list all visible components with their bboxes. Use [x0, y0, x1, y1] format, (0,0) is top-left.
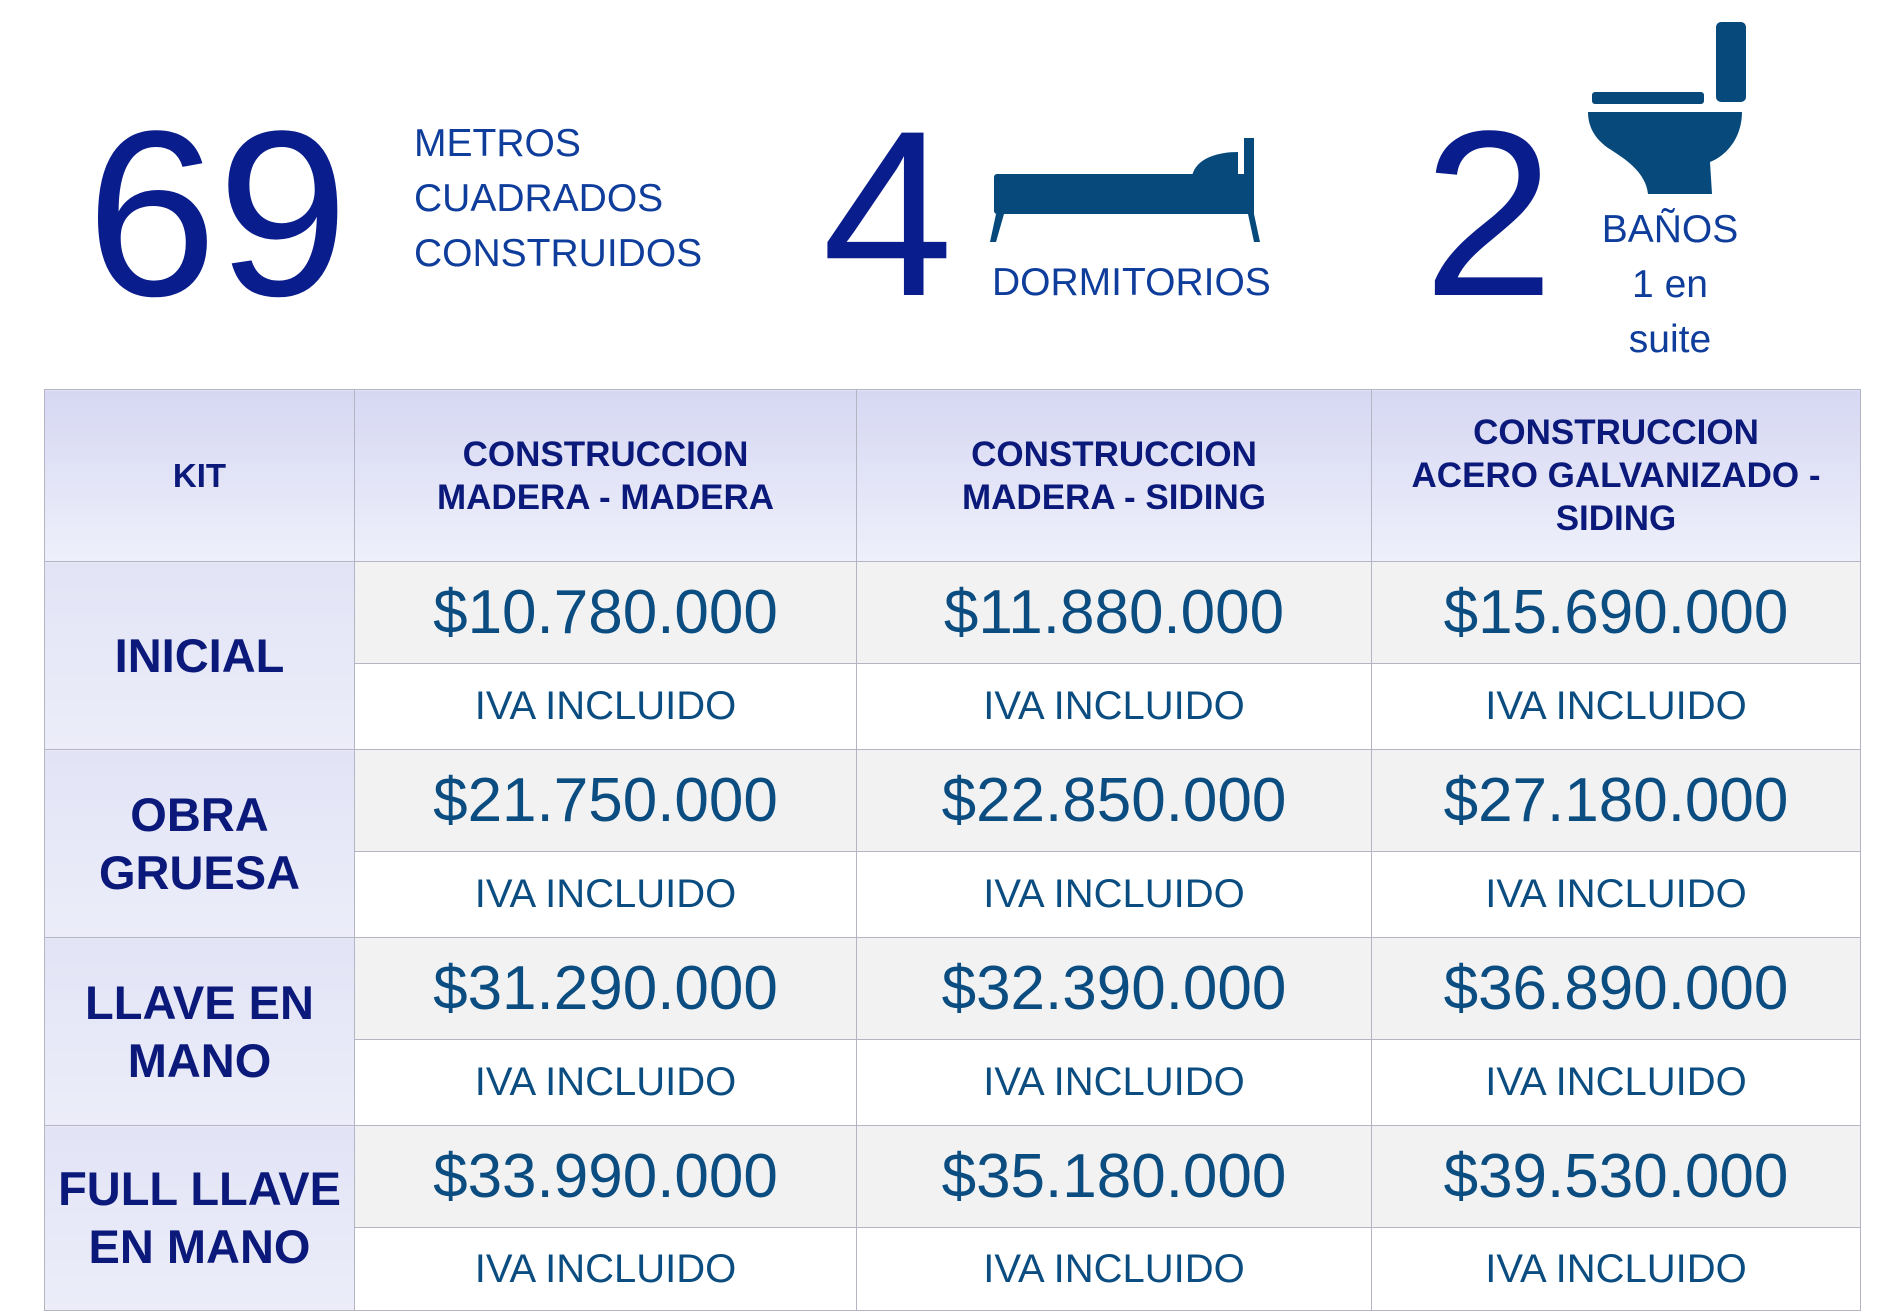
- header-line: CONSTRUCCION: [1473, 413, 1759, 452]
- bathrooms-label-line: BAÑOS: [1601, 208, 1739, 251]
- price-cell: $15.690.000: [1371, 561, 1861, 664]
- table-row-price: LLAVE EN MANO $31.290.000 $32.390.000 $3…: [44, 937, 1861, 1126]
- price-cell: $33.990.000: [354, 1125, 857, 1228]
- kit-full-llave-en-mano: FULL LLAVE EN MANO: [44, 1125, 355, 1311]
- kit-line: INICIAL: [114, 628, 285, 682]
- price-cell: $11.880.000: [856, 561, 1372, 664]
- area-label: METROS CUADRADOS CONSTRUIDOS: [414, 116, 702, 281]
- price-cell: $10.780.000: [354, 561, 857, 664]
- header-acero-siding: CONSTRUCCION ACERO GALVANIZADO - SIDING: [1371, 389, 1861, 562]
- iva-note: IVA INCLUIDO: [856, 663, 1372, 750]
- table-row-note: IVA INCLUIDO IVA INCLUIDO IVA INCLUIDO: [45, 1039, 1861, 1126]
- area-number: 69: [86, 82, 349, 346]
- price-cell: $22.850.000: [856, 749, 1372, 852]
- iva-note: IVA INCLUIDO: [354, 851, 857, 938]
- header-line: CONSTRUCCION: [971, 434, 1257, 474]
- header-kit: KIT: [44, 389, 355, 562]
- kit-line: EN MANO: [88, 1220, 311, 1273]
- header-line: MADERA - SIDING: [962, 477, 1266, 517]
- iva-note: IVA INCLUIDO: [856, 1039, 1372, 1126]
- header-line: CONSTRUCCION: [462, 434, 749, 474]
- price-cell: $27.180.000: [1371, 749, 1861, 852]
- iva-note: IVA INCLUIDO: [354, 663, 857, 750]
- table-row-note: IVA INCLUIDO IVA INCLUIDO IVA INCLUIDO: [45, 851, 1861, 938]
- area-label-line: METROS: [414, 122, 581, 165]
- kit-obra-gruesa: OBRA GRUESA: [44, 749, 355, 938]
- bathrooms-label-line: 1 en: [1632, 263, 1708, 306]
- table-row-note: IVA INCLUIDO IVA INCLUIDO IVA INCLUIDO: [45, 1227, 1861, 1311]
- kit-line: GRUESA: [98, 845, 301, 899]
- toilet-icon: [1588, 22, 1746, 194]
- iva-note: IVA INCLUIDO: [1371, 1039, 1861, 1126]
- header-line: ACERO GALVANIZADO -: [1411, 456, 1821, 495]
- bathrooms-label-line: suite: [1628, 318, 1712, 361]
- kit-line: OBRA: [130, 787, 269, 841]
- bathrooms-label: BAÑOS 1 en suite: [1570, 202, 1770, 367]
- iva-note: IVA INCLUIDO: [1371, 663, 1861, 750]
- kit-line: FULL LLAVE: [58, 1162, 341, 1215]
- table-header-row: KIT CONSTRUCCION MADERA - MADERA CONSTRU…: [44, 389, 1861, 562]
- table-row-price: FULL LLAVE EN MANO $33.990.000 $35.180.0…: [44, 1125, 1861, 1311]
- price-cell: $39.530.000: [1371, 1125, 1861, 1228]
- price-cell: $32.390.000: [856, 937, 1372, 1040]
- header-line: MADERA - MADERA: [436, 477, 774, 517]
- bathrooms-number: 2: [1423, 82, 1555, 346]
- bedrooms-number: 4: [822, 82, 954, 346]
- table-row-price: OBRA GRUESA $21.750.000 $22.850.000 $27.…: [44, 749, 1861, 938]
- price-cell: $21.750.000: [354, 749, 857, 852]
- price-cell: $31.290.000: [354, 937, 857, 1040]
- header-line: KIT: [172, 457, 227, 494]
- price-cell: $35.180.000: [856, 1125, 1372, 1228]
- kit-llave-en-mano: LLAVE EN MANO: [44, 937, 355, 1126]
- table-row-price: INICIAL $10.780.000 $11.880.000 $15.690.…: [44, 561, 1861, 750]
- header-madera-madera: CONSTRUCCION MADERA - MADERA: [354, 389, 857, 562]
- iva-note: IVA INCLUIDO: [856, 851, 1372, 938]
- price-table: KIT CONSTRUCCION MADERA - MADERA CONSTRU…: [44, 389, 1861, 1311]
- bed-icon: [990, 138, 1260, 242]
- iva-note: IVA INCLUIDO: [1371, 1227, 1861, 1311]
- price-cell: $36.890.000: [1371, 937, 1861, 1040]
- header-madera-siding: CONSTRUCCION MADERA - SIDING: [856, 389, 1372, 562]
- table-row-note: IVA INCLUIDO IVA INCLUIDO IVA INCLUIDO: [45, 663, 1861, 750]
- area-label-line: CONSTRUIDOS: [414, 232, 703, 275]
- iva-note: IVA INCLUIDO: [856, 1227, 1372, 1311]
- kit-line: MANO: [127, 1033, 272, 1087]
- stats-bar: 69 METROS CUADRADOS CONSTRUIDOS 4 DORMIT…: [0, 0, 1900, 388]
- kit-inicial: INICIAL: [44, 561, 355, 750]
- kit-line: LLAVE EN: [85, 975, 314, 1029]
- bedrooms-label: DORMITORIOS: [992, 261, 1271, 304]
- iva-note: IVA INCLUIDO: [354, 1227, 857, 1311]
- area-label-line: CUADRADOS: [414, 177, 664, 220]
- iva-note: IVA INCLUIDO: [1371, 851, 1861, 938]
- header-line: SIDING: [1555, 499, 1677, 538]
- iva-note: IVA INCLUIDO: [354, 1039, 857, 1126]
